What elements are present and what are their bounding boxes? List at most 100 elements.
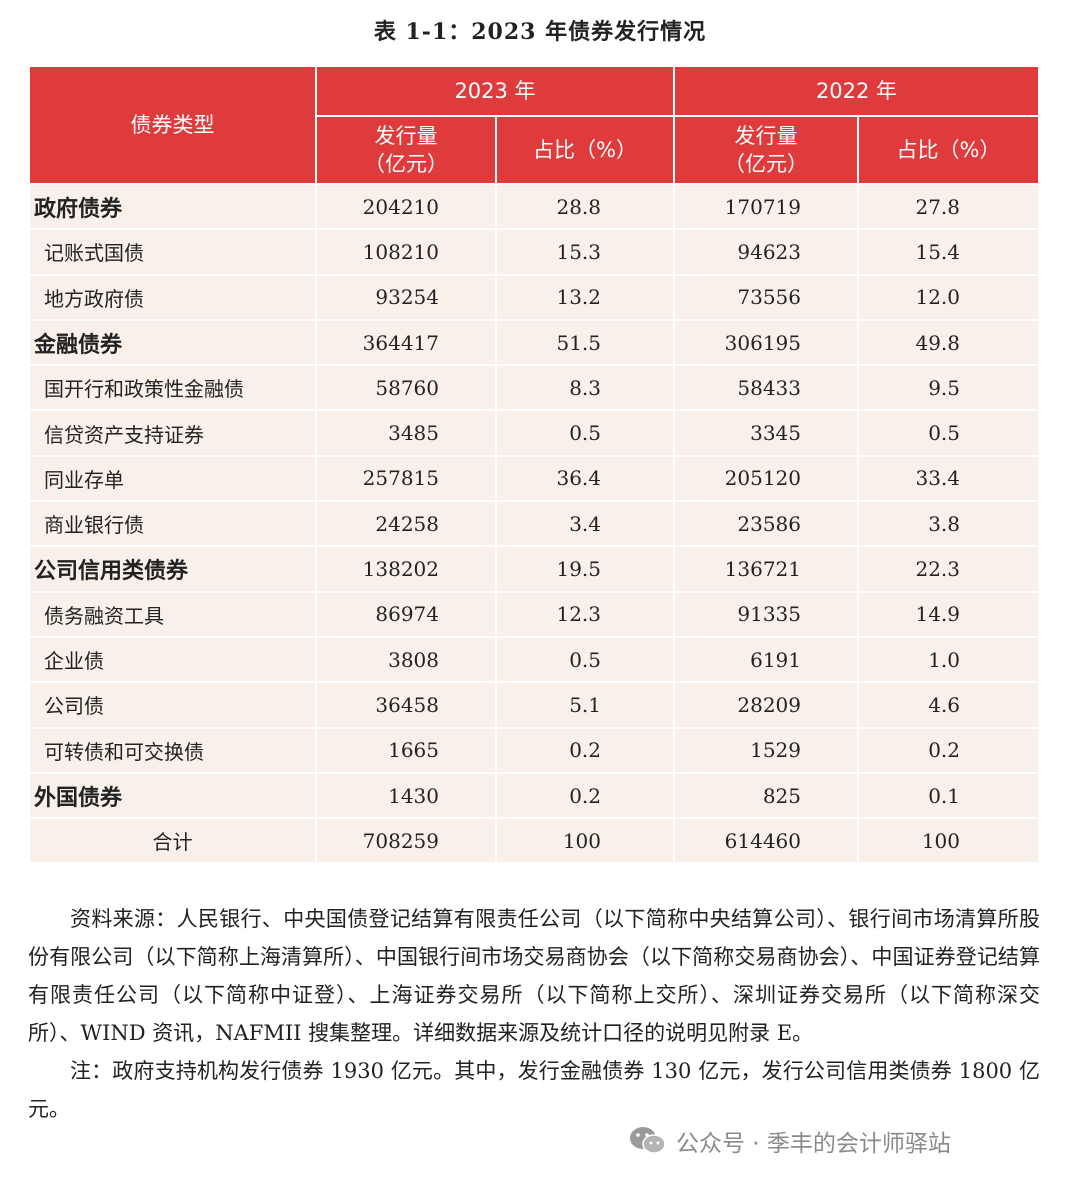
volume-2022: 23586 <box>673 500 859 548</box>
volume-2022: 136721 <box>673 545 859 593</box>
remark-note: 注：政府支持机构发行债券 1930 亿元。其中，发行金融债券 130 亿元，发行… <box>28 1059 1040 1121</box>
share-2022: 4.6 <box>857 681 1040 729</box>
header-volume-2022: 发行量 （亿元） <box>673 115 859 185</box>
share-2023: 0.2 <box>495 771 675 820</box>
share-2022: 0.2 <box>857 726 1040 774</box>
volume-2023: 93254 <box>315 273 497 321</box>
volume-2023: 364417 <box>315 318 497 367</box>
volume-2023: 257815 <box>315 454 497 503</box>
watermark: 公众号 · 季丰的会计师驿站 <box>628 1124 951 1158</box>
row-label: 合计 <box>28 817 317 865</box>
volume-2023: 1430 <box>315 771 497 820</box>
row-label: 政府债券 <box>28 182 317 231</box>
table-row: 国开行和政策性金融债 58760 8.3 58433 9.5 <box>28 364 1040 412</box>
header-volume-2023: 发行量 （亿元） <box>315 115 497 185</box>
volume-2022: 94623 <box>673 228 859 276</box>
share-2023: 8.3 <box>495 364 675 412</box>
share-2022: 12.0 <box>857 273 1040 321</box>
share-2023: 0.2 <box>495 726 675 774</box>
header-share-2023: 占比（%） <box>495 115 675 185</box>
table-row: 信贷资产支持证券 3485 0.5 3345 0.5 <box>28 409 1040 457</box>
share-2022: 33.4 <box>857 454 1040 503</box>
row-label: 信贷资产支持证券 <box>28 409 317 457</box>
share-2023: 13.2 <box>495 273 675 321</box>
share-2022: 0.1 <box>857 771 1040 820</box>
share-2023: 19.5 <box>495 545 675 593</box>
table-row: 商业银行债 24258 3.4 23586 3.8 <box>28 500 1040 548</box>
volume-2023: 24258 <box>315 500 497 548</box>
share-2022: 100 <box>857 817 1040 865</box>
share-2022: 27.8 <box>857 182 1040 231</box>
table-row: 公司债 36458 5.1 28209 4.6 <box>28 681 1040 729</box>
volume-2022: 170719 <box>673 182 859 231</box>
source-note: 资料来源：人民银行、中央国债登记结算有限责任公司（以下简称中央结算公司）、银行间… <box>28 907 1040 1045</box>
share-2022: 1.0 <box>857 635 1040 684</box>
table-row: 政府债券 204210 28.8 170719 27.8 <box>28 182 1040 231</box>
header-year-2022: 2022 年 <box>673 65 1040 117</box>
row-label: 债务融资工具 <box>28 590 317 638</box>
row-label: 外国债券 <box>28 771 317 820</box>
row-label: 金融债券 <box>28 318 317 367</box>
header-bond-type: 债券类型 <box>28 65 317 185</box>
volume-2023: 1665 <box>315 726 497 774</box>
share-2022: 3.8 <box>857 500 1040 548</box>
volume-2023: 3808 <box>315 635 497 684</box>
share-2022: 9.5 <box>857 364 1040 412</box>
share-2022: 15.4 <box>857 228 1040 276</box>
volume-2022: 58433 <box>673 364 859 412</box>
table-row: 企业债 3808 0.5 6191 1.0 <box>28 635 1040 684</box>
table-row: 同业存单 257815 36.4 205120 33.4 <box>28 454 1040 503</box>
volume-2022: 1529 <box>673 726 859 774</box>
table-row: 可转债和可交换债 1665 0.2 1529 0.2 <box>28 726 1040 774</box>
share-2022: 0.5 <box>857 409 1040 457</box>
share-2023: 5.1 <box>495 681 675 729</box>
table-row: 金融债券 364417 51.5 306195 49.8 <box>28 318 1040 367</box>
table-row: 外国债券 1430 0.2 825 0.1 <box>28 771 1040 820</box>
share-2023: 0.5 <box>495 409 675 457</box>
table-title: 表 1-1：2023 年债券发行情况 <box>373 19 707 45</box>
volume-2022: 306195 <box>673 318 859 367</box>
bond-issuance-table: 债券类型 2023 年 2022 年 发行量 （亿元） 占比（%） 发行量 （亿元）… <box>28 65 1040 865</box>
share-2023: 36.4 <box>495 454 675 503</box>
share-2022: 14.9 <box>857 590 1040 638</box>
share-2023: 3.4 <box>495 500 675 548</box>
volume-2023: 204210 <box>315 182 497 231</box>
table-row: 记账式国债 108210 15.3 94623 15.4 <box>28 228 1040 276</box>
row-label: 同业存单 <box>28 454 317 503</box>
row-label: 商业银行债 <box>28 500 317 548</box>
volume-2022: 825 <box>673 771 859 820</box>
share-2023: 51.5 <box>495 318 675 367</box>
share-2022: 22.3 <box>857 545 1040 593</box>
volume-2022: 28209 <box>673 681 859 729</box>
row-label: 记账式国债 <box>28 228 317 276</box>
volume-2023: 58760 <box>315 364 497 412</box>
volume-2023: 708259 <box>315 817 497 865</box>
volume-2023: 138202 <box>315 545 497 593</box>
volume-2022: 3345 <box>673 409 859 457</box>
volume-2023: 36458 <box>315 681 497 729</box>
table-row: 公司信用类债券 138202 19.5 136721 22.3 <box>28 545 1040 593</box>
volume-2022: 205120 <box>673 454 859 503</box>
header-share-2022: 占比（%） <box>857 115 1040 185</box>
watermark-text: 公众号 · 季丰的会计师驿站 <box>676 1131 951 1157</box>
volume-2023: 86974 <box>315 590 497 638</box>
header-year-2023: 2023 年 <box>315 65 675 117</box>
row-label: 地方政府债 <box>28 273 317 321</box>
volume-2023: 108210 <box>315 228 497 276</box>
volume-2022: 6191 <box>673 635 859 684</box>
share-2023: 0.5 <box>495 635 675 684</box>
table-row: 合计 708259 100 614460 100 <box>28 817 1040 865</box>
volume-2023: 3485 <box>315 409 497 457</box>
share-2023: 28.8 <box>495 182 675 231</box>
share-2022: 49.8 <box>857 318 1040 367</box>
volume-2022: 91335 <box>673 590 859 638</box>
volume-2022: 73556 <box>673 273 859 321</box>
share-2023: 12.3 <box>495 590 675 638</box>
wechat-icon <box>630 1127 666 1154</box>
row-label: 企业债 <box>28 635 317 684</box>
table-row: 地方政府债 93254 13.2 73556 12.0 <box>28 273 1040 321</box>
table-notes: 资料来源：人民银行、中央国债登记结算有限责任公司（以下简称中央结算公司）、银行间… <box>28 900 1040 1128</box>
volume-2022: 614460 <box>673 817 859 865</box>
table-row: 债务融资工具 86974 12.3 91335 14.9 <box>28 590 1040 638</box>
row-label: 可转债和可交换债 <box>28 726 317 774</box>
